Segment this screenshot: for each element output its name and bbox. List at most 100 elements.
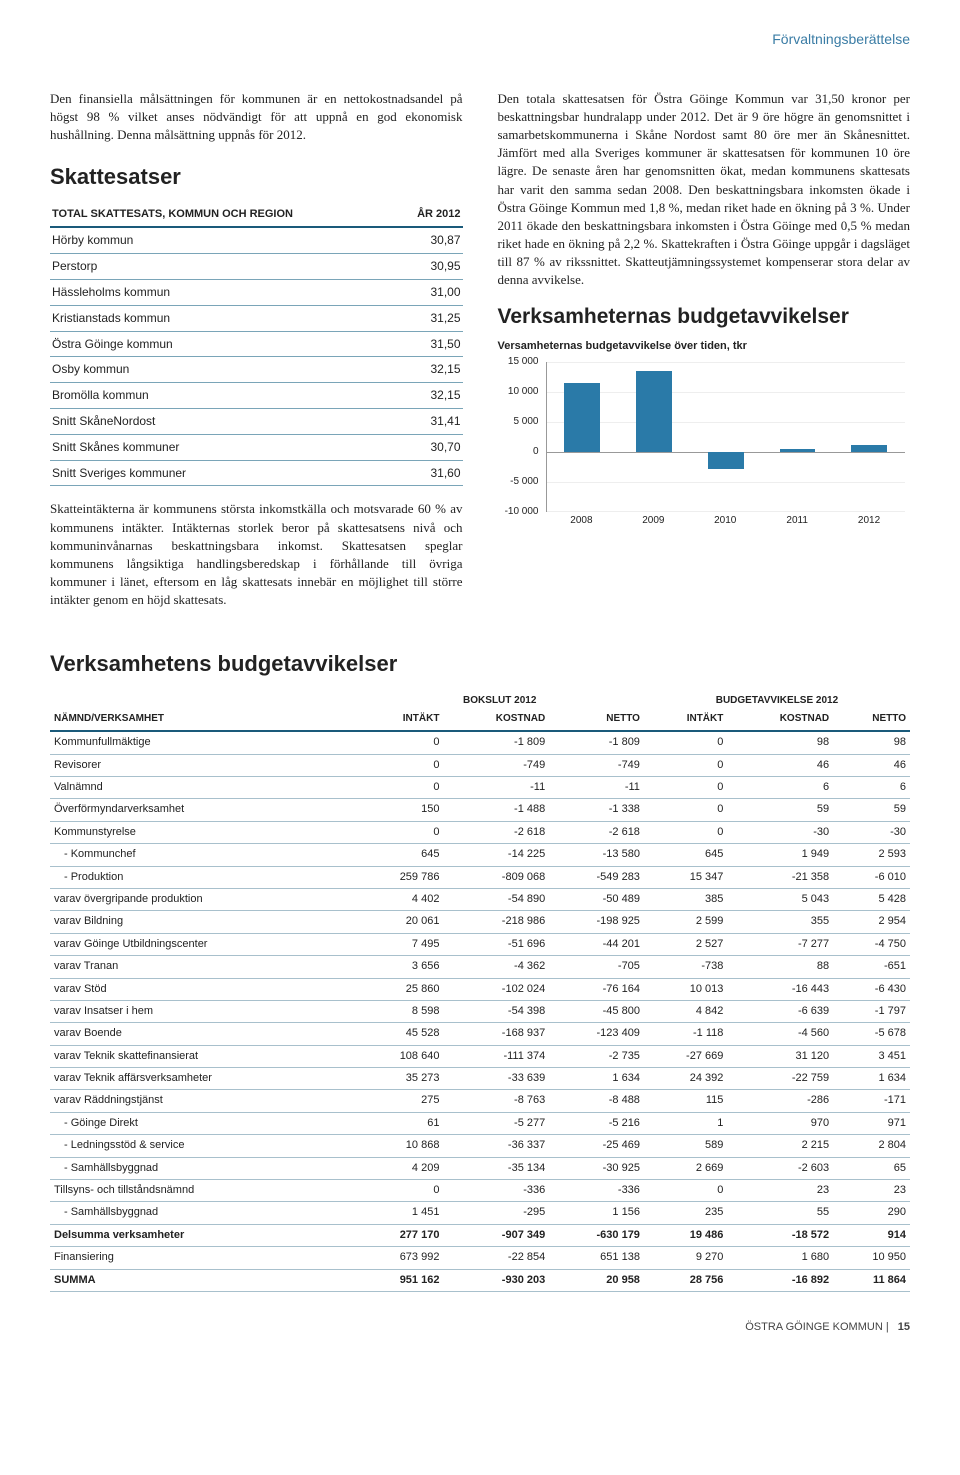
table-row: - Ledningsstöd & service10 868-36 337-25… — [50, 1135, 910, 1157]
table-cell: 30,95 — [396, 254, 463, 280]
group-bokslut: BOKSLUT 2012 — [356, 690, 644, 708]
table-row: Osby kommun32,15 — [50, 357, 463, 383]
table-cell: - Produktion — [50, 866, 356, 888]
table-cell: 0 — [356, 754, 444, 776]
table-row: - Kommunchef645-14 225-13 5806451 9492 5… — [50, 844, 910, 866]
table-cell: -11 — [443, 777, 549, 799]
table-cell: 31,50 — [396, 331, 463, 357]
section2-heading: Verksamhetens budgetavvikelser — [50, 649, 910, 680]
table-cell: 30,87 — [396, 227, 463, 253]
table-cell: 8 598 — [356, 1000, 444, 1022]
table-cell: -13 580 — [549, 844, 644, 866]
table-cell: -30 — [833, 821, 910, 843]
table-cell: varav Räddningstjänst — [50, 1090, 356, 1112]
table-header-cell: NÄMND/VERKSAMHET — [50, 708, 356, 731]
table-cell: -7 277 — [727, 933, 833, 955]
table-cell: 20 061 — [356, 911, 444, 933]
table-cell: 7 495 — [356, 933, 444, 955]
table-cell: 2 804 — [833, 1135, 910, 1157]
table-cell: -102 024 — [443, 978, 549, 1000]
table-cell: 970 — [727, 1112, 833, 1134]
chart-bar — [708, 452, 744, 469]
table-cell: 4 842 — [644, 1000, 727, 1022]
table-cell: 0 — [644, 754, 727, 776]
chart-bar — [851, 445, 887, 452]
footer-page-number: 15 — [898, 1321, 910, 1333]
table-cell: 98 — [833, 731, 910, 754]
table-cell: 0 — [356, 821, 444, 843]
table-row: varav Teknik skattefinansierat108 640-11… — [50, 1045, 910, 1067]
table-row: Snitt Sveriges kommuner31,60 — [50, 460, 463, 486]
table-header-cell: KOSTNAD — [443, 708, 549, 731]
table-cell: -198 925 — [549, 911, 644, 933]
table-cell: 1 156 — [549, 1202, 644, 1224]
table-cell: -8 488 — [549, 1090, 644, 1112]
table-cell: - Kommunchef — [50, 844, 356, 866]
table-cell: -1 118 — [644, 1023, 727, 1045]
table-cell: -1 797 — [833, 1000, 910, 1022]
table-row: varav Tranan3 656-4 362-705-73888-651 — [50, 956, 910, 978]
table-cell: 24 392 — [644, 1068, 727, 1090]
table-cell: 55 — [727, 1202, 833, 1224]
table-cell: 385 — [644, 888, 727, 910]
table-cell: Finansiering — [50, 1247, 356, 1269]
x-tick-label: 2010 — [689, 514, 761, 528]
table-cell: -18 572 — [727, 1224, 833, 1246]
table-cell: -30 — [727, 821, 833, 843]
table-cell: Hässleholms kommun — [50, 279, 396, 305]
table-cell: 150 — [356, 799, 444, 821]
table-cell: 46 — [727, 754, 833, 776]
table-cell: -8 763 — [443, 1090, 549, 1112]
table-cell: -44 201 — [549, 933, 644, 955]
table-row: Revisorer0-749-74904646 — [50, 754, 910, 776]
table-row: Överförmyndarverksamhet150-1 488-1 33805… — [50, 799, 910, 821]
table-cell: 46 — [833, 754, 910, 776]
table-cell: Kommunfullmäktige — [50, 731, 356, 754]
table-cell: Östra Göinge kommun — [50, 331, 396, 357]
table-cell: 31,00 — [396, 279, 463, 305]
table-cell: 4 209 — [356, 1157, 444, 1179]
table-row: Perstorp30,95 — [50, 254, 463, 280]
table-row: Finansiering673 992-22 854651 1389 2701 … — [50, 1247, 910, 1269]
table-cell: Överförmyndarverksamhet — [50, 799, 356, 821]
table-cell: -123 409 — [549, 1023, 644, 1045]
table-cell: 2 215 — [727, 1135, 833, 1157]
table-cell: -51 696 — [443, 933, 549, 955]
table-cell: 35 273 — [356, 1068, 444, 1090]
table-header-cell: KOSTNAD — [727, 708, 833, 731]
table-cell: -30 925 — [549, 1157, 644, 1179]
table-cell: 6 — [727, 777, 833, 799]
table-cell: 11 864 — [833, 1269, 910, 1291]
table-cell: -21 358 — [727, 866, 833, 888]
table-row: Kristianstads kommun31,25 — [50, 305, 463, 331]
group-budgetavvikelse: BUDGETAVVIKELSE 2012 — [644, 690, 910, 708]
table-cell: 0 — [356, 1180, 444, 1202]
table-cell: 951 162 — [356, 1269, 444, 1291]
table-cell: 1 949 — [727, 844, 833, 866]
table-cell: 275 — [356, 1090, 444, 1112]
y-tick-label: 15 000 — [499, 355, 539, 369]
table-cell: 1 451 — [356, 1202, 444, 1224]
table-cell: -5 277 — [443, 1112, 549, 1134]
budget-table: BOKSLUT 2012 BUDGETAVVIKELSE 2012 NÄMND/… — [50, 690, 910, 1292]
table-cell: varav Boende — [50, 1023, 356, 1045]
table-cell: 3 656 — [356, 956, 444, 978]
table-row: Delsumma verksamheter277 170-907 349-630… — [50, 1224, 910, 1246]
y-tick-label: 5 000 — [499, 415, 539, 429]
left-column: Den finansiella målsättningen för kommun… — [50, 90, 463, 620]
table-cell: 31,60 — [396, 460, 463, 486]
table-cell: -336 — [549, 1180, 644, 1202]
table-cell: - Göinge Direkt — [50, 1112, 356, 1134]
table-cell: Delsumma verksamheter — [50, 1224, 356, 1246]
table-cell: 1 634 — [833, 1068, 910, 1090]
table-cell: 2 593 — [833, 844, 910, 866]
footer-text: ÖSTRA GÖINGE KOMMUN — [745, 1321, 883, 1333]
table-cell: SUMMA — [50, 1269, 356, 1291]
table-row: Snitt Skånes kommuner30,70 — [50, 434, 463, 460]
table-cell: -16 443 — [727, 978, 833, 1000]
skattesatser-heading: Skattesatser — [50, 162, 463, 193]
table-cell: 1 — [644, 1112, 727, 1134]
table-cell: -5 678 — [833, 1023, 910, 1045]
table-cell: Snitt Sveriges kommuner — [50, 460, 396, 486]
chart-bar — [564, 383, 600, 452]
